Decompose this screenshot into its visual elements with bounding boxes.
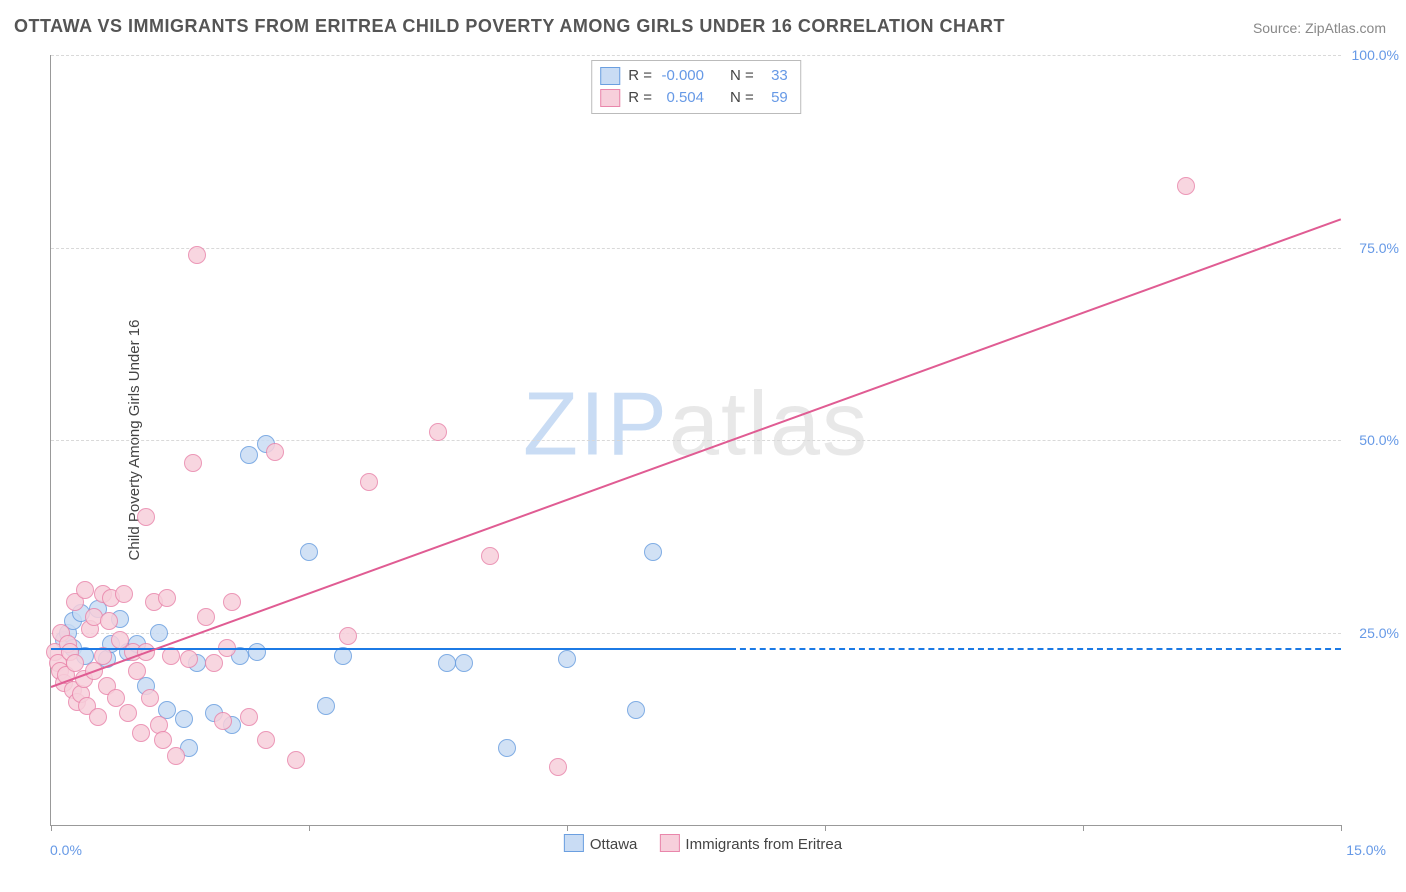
legend-n-value: 33	[762, 65, 788, 87]
legend-label: Immigrants from Eritrea	[685, 836, 842, 853]
eritrea-point	[188, 246, 206, 264]
eritrea-point	[214, 712, 232, 730]
correlation-legend: R = -0.000 N = 33 R = 0.504 N = 59	[591, 60, 801, 114]
eritrea-point	[266, 443, 284, 461]
x-axis-min-label: 0.0%	[50, 842, 82, 858]
watermark-zip: ZIP	[523, 374, 669, 474]
ottawa-point	[498, 739, 516, 757]
gridline	[51, 440, 1341, 441]
eritrea-point	[360, 473, 378, 491]
legend-n-label: N =	[730, 65, 754, 87]
legend-label: Ottawa	[590, 836, 638, 853]
ottawa-point	[627, 701, 645, 719]
legend-r-value: 0.504	[660, 87, 704, 109]
legend-row: R = 0.504 N = 59	[600, 87, 788, 109]
x-tick	[567, 825, 568, 831]
y-tick-label: 75.0%	[1344, 240, 1399, 256]
x-axis-max-label: 15.0%	[1346, 842, 1386, 858]
eritrea-point	[240, 708, 258, 726]
eritrea-point	[339, 627, 357, 645]
scatter-chart: ZIPatlas R =-0.000N =33R =0.504N =59 25.…	[50, 55, 1341, 826]
legend-swatch	[600, 67, 620, 85]
x-tick	[1083, 825, 1084, 831]
legend-row: R = -0.000 N = 33	[600, 65, 788, 87]
eritrea-point	[128, 662, 146, 680]
eritrea-point	[137, 508, 155, 526]
eritrea-point	[223, 593, 241, 611]
eritrea-point	[549, 758, 567, 776]
ottawa-point	[248, 643, 266, 661]
eritrea-point	[287, 751, 305, 769]
eritrea-point	[167, 747, 185, 765]
eritrea-point	[141, 689, 159, 707]
chart-title: OTTAWA VS IMMIGRANTS FROM ERITREA CHILD …	[14, 16, 1005, 37]
legend-item: Ottawa	[564, 834, 638, 853]
eritrea-point	[1177, 177, 1195, 195]
ottawa-point	[240, 446, 258, 464]
ottawa-point	[317, 697, 335, 715]
ottawa-point	[300, 543, 318, 561]
eritrea-point	[107, 689, 125, 707]
legend-n-value: 59	[762, 87, 788, 109]
y-tick-label: 50.0%	[1344, 432, 1399, 448]
ottawa-point	[455, 654, 473, 672]
eritrea-point	[154, 731, 172, 749]
watermark: ZIPatlas	[523, 373, 869, 476]
y-tick-label: 100.0%	[1344, 47, 1399, 63]
eritrea-point	[180, 650, 198, 668]
ottawa-point	[150, 624, 168, 642]
x-tick	[1341, 825, 1342, 831]
x-tick	[825, 825, 826, 831]
legend-r-value: -0.000	[660, 65, 704, 87]
eritrea-point	[89, 708, 107, 726]
ottawa-point	[644, 543, 662, 561]
legend-r-label: R =	[628, 65, 652, 87]
eritrea-point	[115, 585, 133, 603]
eritrea-point	[257, 731, 275, 749]
eritrea-point	[100, 612, 118, 630]
eritrea-point	[197, 608, 215, 626]
source-label: Source: ZipAtlas.com	[1253, 20, 1386, 36]
eritrea-point	[429, 423, 447, 441]
legend-r-label: R =	[628, 87, 652, 109]
eritrea-point	[119, 704, 137, 722]
eritrea-point	[132, 724, 150, 742]
y-tick-label: 25.0%	[1344, 625, 1399, 641]
ottawa-point	[438, 654, 456, 672]
eritrea-point	[184, 454, 202, 472]
legend-item: Immigrants from Eritrea	[659, 834, 842, 853]
legend-swatch	[600, 89, 620, 107]
legend-swatch	[564, 834, 584, 852]
gridline	[51, 248, 1341, 249]
eritrea-point	[76, 581, 94, 599]
legend-swatch	[659, 834, 679, 852]
gridline	[51, 55, 1341, 56]
legend-n-label: N =	[730, 87, 754, 109]
watermark-rest: atlas	[669, 374, 869, 474]
x-tick	[51, 825, 52, 831]
series-legend: Ottawa Immigrants from Eritrea	[564, 834, 842, 853]
trendline-dashed	[730, 648, 1341, 650]
x-tick	[309, 825, 310, 831]
eritrea-point	[205, 654, 223, 672]
ottawa-point	[558, 650, 576, 668]
eritrea-point	[481, 547, 499, 565]
eritrea-point	[158, 589, 176, 607]
ottawa-point	[175, 710, 193, 728]
gridline	[51, 633, 1341, 634]
